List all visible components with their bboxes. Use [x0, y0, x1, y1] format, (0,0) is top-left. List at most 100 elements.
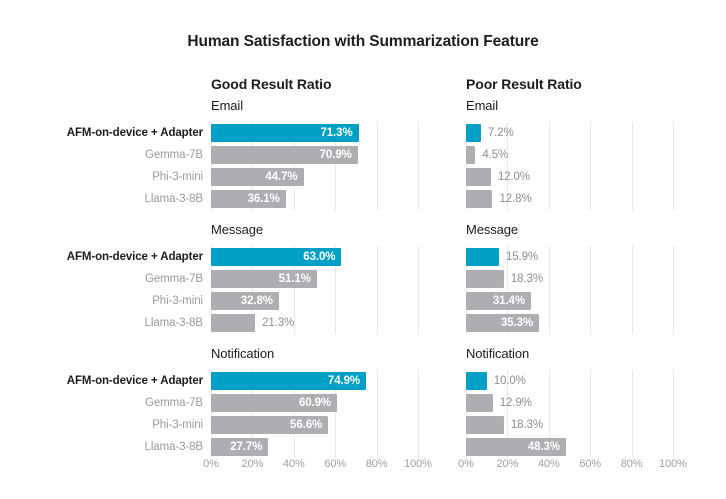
bar[interactable]: [466, 168, 491, 186]
category-label: Llama-3-8B: [144, 193, 204, 205]
gridline: [211, 122, 212, 210]
bar[interactable]: [466, 416, 504, 434]
bar-row[interactable]: Gemma-7B 51.1%: [145, 270, 418, 288]
bar[interactable]: 36.1%: [211, 190, 286, 208]
bar-row[interactable]: 18.3%: [466, 416, 673, 434]
category-label: Llama-3-8B: [144, 317, 204, 329]
gridline: [293, 370, 295, 458]
x-axis-tick-label: 60%: [579, 458, 602, 470]
category-label: Llama-3-8B: [144, 441, 204, 453]
bar-row[interactable]: 31.4%: [466, 292, 673, 310]
bar-value-label: 70.9%: [319, 149, 352, 161]
bar[interactable]: 32.8%: [211, 292, 279, 310]
gridline: [673, 246, 674, 334]
bar-row[interactable]: Phi-3-mini 44.7%: [152, 168, 418, 186]
bar-value-label: 60.9%: [298, 397, 332, 409]
bar[interactable]: [466, 372, 487, 390]
bar-row[interactable]: 12.0%: [466, 168, 673, 186]
bar[interactable]: [466, 270, 504, 288]
bar[interactable]: 51.1%: [211, 270, 317, 288]
bar[interactable]: 44.7%: [211, 168, 304, 186]
bar-row[interactable]: Gemma-7B 70.9%: [145, 146, 418, 164]
bar-row[interactable]: Phi-3-mini 56.6%: [152, 416, 418, 434]
gridline: [466, 246, 467, 334]
bar[interactable]: 48.3%: [466, 438, 566, 456]
bar[interactable]: 70.9%: [211, 146, 358, 164]
bar-value-label: 51.1%: [278, 273, 311, 285]
bar-value-label: 35.3%: [500, 317, 534, 329]
bar[interactable]: 71.3%: [211, 124, 359, 142]
gridline: [466, 370, 467, 458]
gridline: [418, 246, 419, 334]
gridline: [548, 122, 550, 210]
bar-value-label: 63.0%: [303, 251, 336, 263]
bar[interactable]: 63.0%: [211, 248, 342, 266]
gridline: [631, 370, 633, 458]
bar-row[interactable]: 48.3%: [466, 438, 673, 456]
bar-value-label: 31.4%: [492, 295, 525, 307]
bar-row[interactable]: 12.9%: [466, 394, 673, 412]
gridline: [335, 246, 337, 334]
plot-area-good: AFM-on-device + Adapter 74.9% Gemma-7B 60.9…: [67, 370, 419, 458]
bar[interactable]: 60.9%: [211, 394, 338, 412]
bar-row[interactable]: 4.5%: [466, 146, 673, 164]
bar-row[interactable]: Gemma-7B 60.9%: [145, 394, 418, 412]
bar-row[interactable]: Llama-3-8B 27.7%: [145, 438, 418, 456]
bar-value-label: 12.8%: [499, 193, 532, 205]
gridline: [418, 122, 419, 210]
gridline: [211, 370, 212, 458]
bar-row[interactable]: Llama-3-8B 36.1%: [145, 190, 418, 208]
gridline: [252, 122, 254, 210]
bar-row[interactable]: 15.9%: [466, 248, 673, 266]
bar-value-label: 56.6%: [290, 419, 323, 431]
bar[interactable]: [466, 248, 499, 266]
x-axis-tick-label: 20%: [241, 458, 264, 470]
bar[interactable]: [466, 190, 493, 208]
x-axis-tick-label: 100%: [404, 458, 432, 470]
gridline: [335, 370, 337, 458]
bar-value-label: 7.2%: [487, 127, 514, 139]
bar-value-label: 12.9%: [499, 397, 532, 409]
bar-value-label: 32.8%: [240, 295, 273, 307]
bar[interactable]: 31.4%: [466, 292, 531, 310]
group-title-good: Message: [211, 222, 264, 237]
bar[interactable]: 35.3%: [466, 314, 540, 332]
plot-area-good: AFM-on-device + Adapter 71.3% Gemma-7B 70.9…: [67, 122, 419, 210]
bar[interactable]: 74.9%: [211, 372, 367, 390]
bar-row[interactable]: Phi-3-mini 32.8%: [152, 292, 418, 310]
bar-row[interactable]: 18.3%: [466, 270, 673, 288]
bar-row[interactable]: AFM-on-device + Adapter 74.9%: [67, 372, 418, 390]
bar-row[interactable]: 12.8%: [466, 190, 673, 208]
bar-row[interactable]: 7.2%: [466, 124, 673, 142]
x-axis-poor-panel: 0% 20% 40% 60% 80% 100%: [458, 458, 687, 474]
plot-area-poor: 7.2% 4.5% 12.0% 12.8%: [466, 122, 674, 210]
gridline: [673, 122, 674, 210]
bar-value-label: 71.3%: [320, 127, 353, 139]
gridline: [507, 370, 509, 458]
plot-area-poor: 15.9% 18.3% 31.4% 35.3%: [466, 246, 674, 334]
gridline: [507, 122, 509, 210]
bar-row[interactable]: AFM-on-device + Adapter 71.3%: [67, 124, 418, 142]
bar-row[interactable]: 35.3%: [466, 314, 673, 332]
bar[interactable]: [466, 146, 476, 164]
bar-value-label: 27.7%: [230, 441, 263, 453]
gridline: [590, 246, 592, 334]
bar[interactable]: 27.7%: [211, 438, 269, 456]
group-title-poor: Message: [466, 222, 519, 237]
bar-row[interactable]: 10.0%: [466, 372, 673, 390]
category-label: Phi-3-mini: [152, 171, 203, 183]
bar-row[interactable]: AFM-on-device + Adapter 63.0%: [67, 248, 418, 266]
group-title-good: Notification: [211, 346, 275, 361]
x-axis-tick-label: 0%: [203, 458, 219, 470]
bar[interactable]: [211, 314, 256, 332]
x-axis-tick-label: 80%: [620, 458, 643, 470]
category-label: Gemma-7B: [145, 149, 203, 161]
category-label: Gemma-7B: [145, 273, 203, 285]
bar[interactable]: 56.6%: [211, 416, 329, 434]
bar-value-label: 48.3%: [527, 441, 560, 453]
gridline: [376, 370, 378, 458]
panel-header-poor-result-ratio: Poor Result Ratio: [466, 76, 582, 92]
bar-row[interactable]: Llama-3-8B 21.3%: [145, 314, 418, 332]
bar[interactable]: [466, 124, 481, 142]
bar[interactable]: [466, 394, 493, 412]
